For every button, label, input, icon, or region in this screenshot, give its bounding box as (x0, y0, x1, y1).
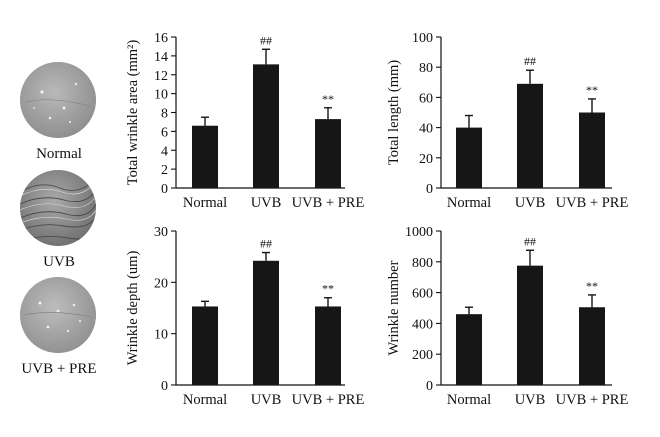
chart-2-significance-label: ** (586, 83, 598, 97)
skin-image-uvb (20, 170, 96, 246)
chart-4-y-tick-label: 400 (412, 317, 433, 332)
chart-4-y-tick-label: 1000 (405, 225, 433, 240)
chart-2-y-tick-label: 20 (419, 152, 433, 167)
chart-3-significance-label: ** (322, 282, 334, 296)
chart-4-x-tick-label: UVB (515, 392, 546, 408)
chart-2-significance-label: ## (524, 54, 536, 68)
chart-1-y-tick-label: 6 (161, 125, 168, 140)
chart-3-bar (192, 306, 218, 385)
chart-2-y-axis-label: Total length (mm) (386, 60, 402, 165)
chart-4-significance-label: ## (524, 234, 536, 248)
chart-2-x-tick-label: UVB (515, 195, 546, 211)
chart-3-y-axis-label: Wrinkle depth (um) (125, 251, 141, 366)
chart-2-y-tick-label: 100 (412, 31, 433, 46)
chart-4-bar (456, 314, 482, 385)
chart-3-x-tick-label: Normal (183, 392, 227, 408)
chart-1-y-tick-label: 14 (154, 50, 168, 65)
chart-3-x-tick-label: UVB (251, 392, 282, 408)
chart-2-x-tick-label: UVB + PRE (556, 195, 629, 211)
chart-4-y-tick-label: 0 (426, 379, 433, 394)
chart-1-bar (253, 64, 279, 188)
chart-4-x-tick-label: UVB + PRE (556, 392, 629, 408)
chart-3-y-tick-label: 20 (154, 276, 168, 291)
chart-4-y-axis-label: Wrinkle number (386, 260, 402, 355)
chart-2-y-tick-label: 60 (419, 91, 433, 106)
chart-1-y-tick-label: 16 (154, 31, 168, 46)
chart-1-y-axis-label: Total wrinkle area (mm²) (125, 40, 141, 186)
chart-2-bar (579, 112, 605, 188)
chart-4-x-tick-label: Normal (447, 392, 491, 408)
skin-image-label-uvb: UVB (43, 254, 75, 270)
chart-1-significance-label: ## (260, 33, 272, 47)
chart-4-y-tick-label: 200 (412, 348, 433, 363)
chart-3-y-tick-label: 30 (154, 225, 168, 240)
chart-2-bar (517, 83, 543, 188)
chart-3-x-tick-label: UVB + PRE (292, 392, 365, 408)
chart-3-significance-label: ## (260, 237, 272, 251)
chart-2-bar (456, 127, 482, 188)
chart-1-y-tick-label: 10 (154, 88, 168, 103)
chart-1-significance-label: ** (322, 92, 334, 106)
chart-1-x-tick-label: UVB (251, 195, 282, 211)
skin-texture-uvb (20, 170, 96, 246)
skin-image-uvb-pre (20, 277, 96, 353)
chart-4-y-tick-label: 600 (412, 287, 433, 302)
skin-image-normal (20, 62, 96, 138)
chart-3-bar (253, 260, 279, 385)
chart-1-y-tick-label: 0 (161, 182, 168, 197)
chart-3-y-tick-label: 0 (161, 379, 168, 394)
chart-1-bar (192, 125, 218, 188)
chart-3-y-tick-label: 10 (154, 328, 168, 343)
skin-texture-normal (20, 62, 96, 138)
chart-4-y-tick-label: 800 (412, 256, 433, 271)
chart-1-y-tick-label: 4 (161, 144, 168, 159)
chart-2-x-tick-label: Normal (447, 195, 491, 211)
chart-2-y-tick-label: 0 (426, 182, 433, 197)
chart-1-y-tick-label: 12 (154, 69, 168, 84)
chart-2-y-tick-label: 40 (419, 122, 433, 137)
chart-1-y-tick-label: 2 (161, 163, 168, 178)
chart-4-bar (517, 265, 543, 385)
chart-1-x-tick-label: UVB + PRE (292, 195, 365, 211)
chart-4-bar (579, 307, 605, 385)
skin-texture-uvb-pre (20, 277, 96, 353)
chart-1-x-tick-label: Normal (183, 195, 227, 211)
chart-1-y-tick-label: 8 (161, 107, 168, 122)
skin-image-label-uvb-pre: UVB + PRE (21, 361, 97, 377)
chart-4-significance-label: ** (586, 279, 598, 293)
skin-image-label-normal: Normal (36, 146, 82, 162)
chart-3-bar (315, 306, 341, 385)
chart-1-bar (315, 119, 341, 188)
chart-2-y-tick-label: 80 (419, 61, 433, 76)
